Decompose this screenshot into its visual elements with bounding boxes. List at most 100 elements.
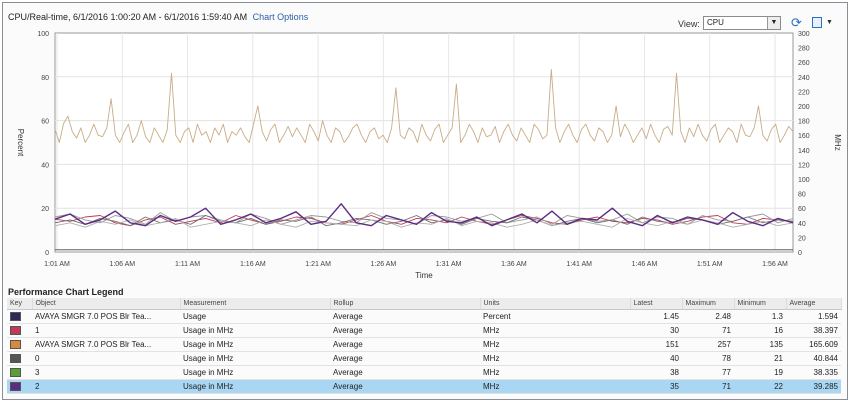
legend-column-header[interactable]: Average (786, 298, 842, 310)
legend-row[interactable]: 2 Usage in MHz Average MHz 35 71 22 39.285 (7, 379, 841, 394)
legend-cell-average: 38.397 (786, 323, 841, 338)
y2-tick-label: 240 (798, 75, 810, 82)
y2-tick-label: 80 (798, 192, 806, 199)
legend-cell-latest: 1.45 (630, 309, 682, 324)
legend-cell-maximum: 2.48 (682, 309, 734, 324)
legend-cell-units: MHz (480, 365, 630, 380)
legend-column-header[interactable]: Measurement (180, 298, 331, 310)
y-tick-label: 60 (41, 119, 49, 126)
y2-tick-label: 180 (798, 119, 810, 126)
legend-cell-maximum: 78 (682, 351, 734, 366)
legend-cell-measurement: Usage in MHz (180, 379, 330, 394)
legend-cell-latest: 35 (630, 379, 682, 394)
legend-cell-latest: 30 (630, 323, 682, 338)
view-label: View: (678, 19, 700, 29)
legend-row[interactable]: AVAYA SMGR 7.0 POS Blr Tea... Usage Averag… (7, 309, 841, 324)
legend-cell-maximum: 71 (682, 323, 734, 338)
y2-tick-label: 120 (798, 162, 810, 169)
y-tick-label: 80 (41, 75, 49, 82)
legend-cell-minimum: 19 (734, 365, 786, 380)
legend-title: Performance Chart Legend (8, 287, 124, 297)
series-line (54, 69, 794, 143)
legend-cell-minimum: 22 (734, 379, 786, 394)
y2-tick-label: 300 (798, 31, 810, 38)
legend-cell-minimum: 1.3 (734, 309, 786, 324)
legend-column-header[interactable]: Units (480, 298, 631, 310)
x-tick-label: 1:41 AM (566, 261, 592, 268)
legend-column-header[interactable]: Latest (630, 298, 683, 310)
chart-options-link[interactable]: Chart Options (252, 12, 309, 22)
series-line (54, 203, 794, 227)
legend-cell-measurement: Usage in MHz (180, 351, 330, 366)
y-axis-label: Percent (16, 129, 25, 157)
legend-cell-latest: 151 (630, 337, 682, 352)
y-tick-label: 100 (37, 31, 49, 38)
chart-title: CPU/Real-time, 6/1/2016 1:00:20 AM - 6/1… (8, 12, 308, 22)
legend-cell-object: 3 (32, 365, 180, 380)
legend-cell-latest: 40 (630, 351, 682, 366)
export-icon[interactable] (812, 17, 822, 28)
legend-row[interactable]: 3 Usage in MHz Average MHz 38 77 19 38.335 (7, 365, 841, 380)
legend-key (7, 365, 32, 380)
y2-tick-label: 20 (798, 235, 806, 242)
export-dropdown-icon[interactable]: ▼ (826, 19, 833, 26)
y2-tick-label: 160 (798, 133, 810, 140)
legend-cell-units: MHz (480, 379, 630, 394)
y-tick-label: 0 (45, 250, 49, 257)
x-tick-label: 1:26 AM (371, 261, 397, 268)
legend-cell-measurement: Usage in MHz (180, 365, 330, 380)
legend-cell-measurement: Usage in MHz (180, 323, 330, 338)
legend-cell-units: Percent (480, 309, 630, 324)
legend-cell-maximum: 77 (682, 365, 734, 380)
y2-axis-label: MHz (833, 134, 842, 150)
legend-cell-maximum: 71 (682, 379, 734, 394)
legend-cell-average: 40.844 (786, 351, 841, 366)
legend-cell-rollup: Average (330, 365, 480, 380)
y2-tick-label: 200 (798, 104, 810, 111)
y2-tick-label: 40 (798, 221, 806, 228)
legend-cell-average: 1.594 (786, 309, 841, 324)
legend-cell-units: MHz (480, 351, 630, 366)
legend-cell-average: 38.335 (786, 365, 841, 380)
chart-title-text: CPU/Real-time, 6/1/2016 1:00:20 AM - 6/1… (8, 12, 248, 22)
legend-color-swatch (10, 354, 21, 364)
x-tick-label: 1:01 AM (44, 261, 70, 268)
legend-color-swatch (10, 368, 21, 378)
x-tick-label: 1:31 AM (436, 261, 462, 268)
x-tick-label: 1:56 AM (762, 261, 788, 268)
chevron-down-icon[interactable]: ▼ (767, 17, 780, 29)
legend-row[interactable]: 0 Usage in MHz Average MHz 40 78 21 40.844 (7, 351, 841, 366)
y2-tick-label: 280 (798, 46, 810, 53)
legend-table: Key Object Measurement Rollup Units Latest Max… (7, 298, 842, 394)
legend-cell-latest: 38 (630, 365, 682, 380)
legend-column-header[interactable]: Key (7, 298, 33, 310)
legend-column-header[interactable]: Object (32, 298, 181, 310)
y2-tick-label: 0 (798, 250, 802, 257)
legend-cell-rollup: Average (330, 351, 480, 366)
legend-cell-maximum: 257 (682, 337, 734, 352)
y2-tick-label: 260 (798, 60, 810, 67)
x-tick-label: 1:46 AM (632, 261, 658, 268)
legend-column-header[interactable]: Maximum (682, 298, 735, 310)
y2-tick-label: 100 (798, 177, 810, 184)
legend-column-header[interactable]: Rollup (330, 298, 481, 310)
legend-cell-object: AVAYA SMGR 7.0 POS Blr Tea... (32, 309, 180, 324)
legend-row[interactable]: AVAYA SMGR 7.0 POS Blr Tea... Usage in MH… (7, 337, 841, 352)
legend-cell-object: 1 (32, 323, 180, 338)
legend-cell-minimum: 135 (734, 337, 786, 352)
legend-cell-units: MHz (480, 323, 630, 338)
refresh-icon[interactable]: ⟳ (791, 15, 802, 30)
x-tick-label: 1:36 AM (501, 261, 527, 268)
legend-cell-rollup: Average (330, 323, 480, 338)
view-select[interactable]: CPU ▼ (703, 16, 781, 30)
legend-column-header[interactable]: Minimum (734, 298, 787, 310)
x-tick-label: 1:16 AM (240, 261, 266, 268)
legend-color-swatch (10, 312, 21, 322)
legend-key (7, 309, 32, 324)
legend-cell-measurement: Usage (180, 309, 330, 324)
legend-cell-average: 165.609 (786, 337, 841, 352)
y2-tick-label: 140 (798, 148, 810, 155)
legend-row[interactable]: 1 Usage in MHz Average MHz 30 71 16 38.397 (7, 323, 841, 338)
x-tick-label: 1:21 AM (305, 261, 331, 268)
x-axis-label: Time (415, 271, 433, 280)
